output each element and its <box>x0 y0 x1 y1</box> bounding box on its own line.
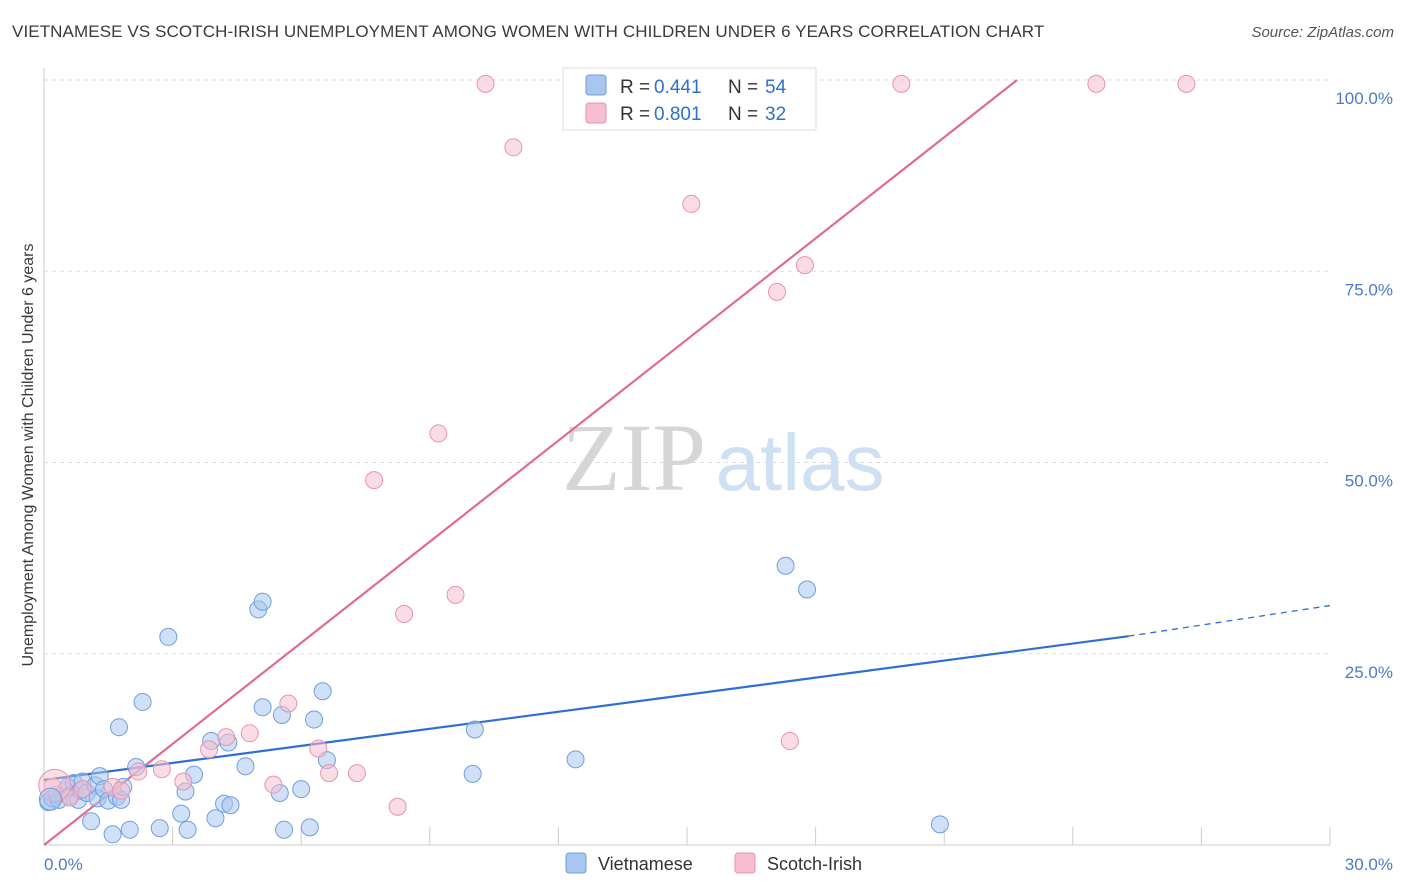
legend-n-value-vietnamese: 54 <box>765 77 787 98</box>
y-tick-labels: 25.0% 50.0% 75.0% 100.0% <box>1335 89 1393 682</box>
y-tick-label: 25.0% <box>1345 663 1393 682</box>
bottom-legend: Vietnamese Scotch-Irish <box>565 852 862 874</box>
point-vietnamese <box>930 815 949 834</box>
point-scotch-irish <box>174 772 193 791</box>
watermark-atlas: atlas <box>716 418 885 507</box>
point-scotch-irish <box>279 694 298 713</box>
legend-n-value-scotch-irish: 32 <box>765 104 786 125</box>
data-points <box>38 74 1196 844</box>
point-vietnamese <box>463 764 482 783</box>
trendline-vietnamese-extension <box>1128 604 1331 637</box>
y-tick-label: 75.0% <box>1345 280 1393 299</box>
y-tick-label: 100.0% <box>1335 89 1393 108</box>
point-scotch-irish <box>129 762 148 781</box>
trendline-vietnamese <box>43 635 1129 782</box>
y-axis-label: Unemployment Among Women with Children U… <box>20 243 37 666</box>
point-scotch-irish <box>395 604 414 623</box>
legend-n-label-vietnamese: N = <box>728 77 758 98</box>
bottom-legend-label-scotch-irish: Scotch-Irish <box>767 854 862 874</box>
point-scotch-irish <box>309 739 328 758</box>
point-vietnamese <box>798 580 817 599</box>
point-scotch-irish <box>768 282 787 301</box>
watermark: ZIP atlas <box>562 404 884 511</box>
bottom-legend-label-vietnamese: Vietnamese <box>598 854 693 874</box>
legend-swatch-scotch-irish <box>585 102 607 124</box>
point-vietnamese <box>566 750 585 769</box>
point-vietnamese <box>150 819 169 838</box>
point-scotch-irish <box>504 138 523 157</box>
point-vietnamese <box>253 592 272 611</box>
legend-box: R = 0.441 N = 54 R = 0.801 N = 32 <box>562 67 817 131</box>
point-vietnamese <box>221 796 240 815</box>
point-scotch-irish <box>446 585 465 604</box>
point-vietnamese <box>206 809 225 828</box>
point-scotch-irish <box>73 780 92 799</box>
point-vietnamese <box>120 820 139 839</box>
trendline-scotch-irish <box>43 79 1018 846</box>
point-scotch-irish <box>264 775 283 794</box>
point-scotch-irish <box>780 731 799 750</box>
point-vietnamese <box>172 804 191 823</box>
legend-r-value-vietnamese: 0.441 <box>654 77 702 98</box>
point-vietnamese <box>253 698 272 717</box>
legend-r-label-vietnamese: R = <box>620 77 650 98</box>
point-vietnamese <box>178 820 197 839</box>
axes <box>43 68 1331 846</box>
point-scotch-irish <box>217 728 236 747</box>
legend-n-label-scotch-irish: N = <box>728 104 758 125</box>
point-vietnamese <box>159 627 178 646</box>
point-vietnamese <box>275 820 294 839</box>
legend-r-value-scotch-irish: 0.801 <box>654 104 702 125</box>
point-vietnamese <box>133 692 152 711</box>
point-vietnamese <box>313 682 332 701</box>
point-vietnamese <box>236 757 255 776</box>
legend-swatch-vietnamese <box>585 74 607 96</box>
point-vietnamese <box>465 720 484 739</box>
point-scotch-irish <box>365 471 384 490</box>
x-tick-label: 0.0% <box>44 855 83 874</box>
point-scotch-irish <box>200 740 219 759</box>
point-scotch-irish <box>682 194 701 213</box>
point-scotch-irish <box>152 760 171 779</box>
point-scotch-irish <box>112 781 131 800</box>
trendlines <box>43 79 1331 846</box>
point-scotch-irish <box>429 424 448 443</box>
point-scotch-irish <box>795 256 814 275</box>
point-vietnamese <box>305 710 324 729</box>
point-vietnamese <box>38 787 62 811</box>
point-scotch-irish <box>320 764 339 783</box>
chart-title: VIETNAMESE VS SCOTCH-IRISH UNEMPLOYMENT … <box>12 22 1045 41</box>
grid-lines <box>44 79 1330 655</box>
point-scotch-irish <box>476 74 495 93</box>
legend-r-label-scotch-irish: R = <box>620 104 650 125</box>
point-vietnamese <box>292 780 311 799</box>
source-attribution: Source: ZipAtlas.com <box>1251 24 1394 41</box>
bottom-legend-swatch-vietnamese <box>565 852 587 874</box>
point-scotch-irish <box>1177 74 1196 93</box>
point-scotch-irish <box>240 724 259 743</box>
x-tick-labels: 0.0% 30.0% <box>44 855 1393 874</box>
point-scotch-irish <box>347 764 366 783</box>
point-scotch-irish <box>892 74 911 93</box>
watermark-zip: ZIP <box>562 404 706 511</box>
point-vietnamese <box>776 556 795 575</box>
point-vietnamese <box>110 718 129 737</box>
point-vietnamese <box>82 812 101 831</box>
x-tick-label: 30.0% <box>1345 855 1393 874</box>
point-scotch-irish <box>1087 74 1106 93</box>
bottom-legend-swatch-scotch-irish <box>734 852 756 874</box>
point-vietnamese <box>300 818 319 837</box>
point-vietnamese <box>103 825 122 844</box>
point-scotch-irish <box>388 797 407 816</box>
y-tick-label: 50.0% <box>1345 472 1393 491</box>
